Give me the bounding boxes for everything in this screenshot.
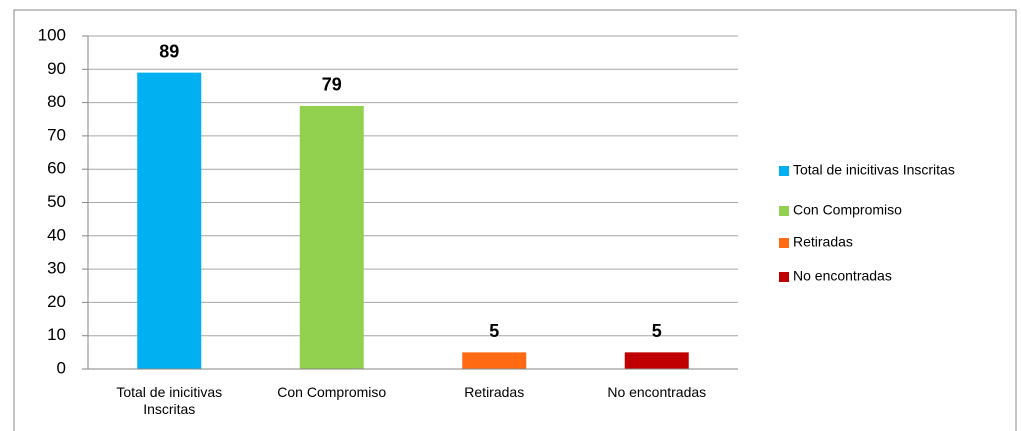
legend-label: No encontradas [793,268,892,284]
bar [299,105,364,370]
legend-label: Total de inicitivas Inscritas [793,162,955,178]
bar [462,352,527,369]
legend-swatch [779,272,789,282]
y-tick-label: 0 [57,358,66,377]
legend-swatch [779,166,789,176]
y-tick-label: 10 [47,325,66,344]
y-tick-label: 20 [47,292,66,311]
y-tick-label: 70 [47,125,66,144]
y-tick-label: 100 [38,25,66,44]
legend-swatch [779,206,789,216]
x-tick-label: Retiradas [464,384,525,400]
legend-swatch [779,238,789,248]
value-label: 5 [489,321,499,341]
x-tick-label: No encontradas [607,384,707,400]
legend-label: Retiradas [793,234,853,250]
x-tick-label: Con Compromiso [277,384,387,400]
x-tick-label: Total de inicitivas Inscritas [116,384,223,417]
y-tick-label: 40 [47,225,66,244]
y-tick-label: 90 [47,59,66,78]
y-tick-label: 30 [47,259,66,278]
value-label: 79 [322,75,342,95]
value-label: 89 [159,41,179,61]
bar [624,352,689,369]
value-label: 5 [652,321,662,341]
legend-label: Con Compromiso [793,202,902,218]
y-tick-label: 50 [47,192,66,211]
y-tick-label: 60 [47,159,66,178]
y-tick-label: 80 [47,92,66,111]
bar [137,72,202,369]
chart-frame [13,9,1017,431]
